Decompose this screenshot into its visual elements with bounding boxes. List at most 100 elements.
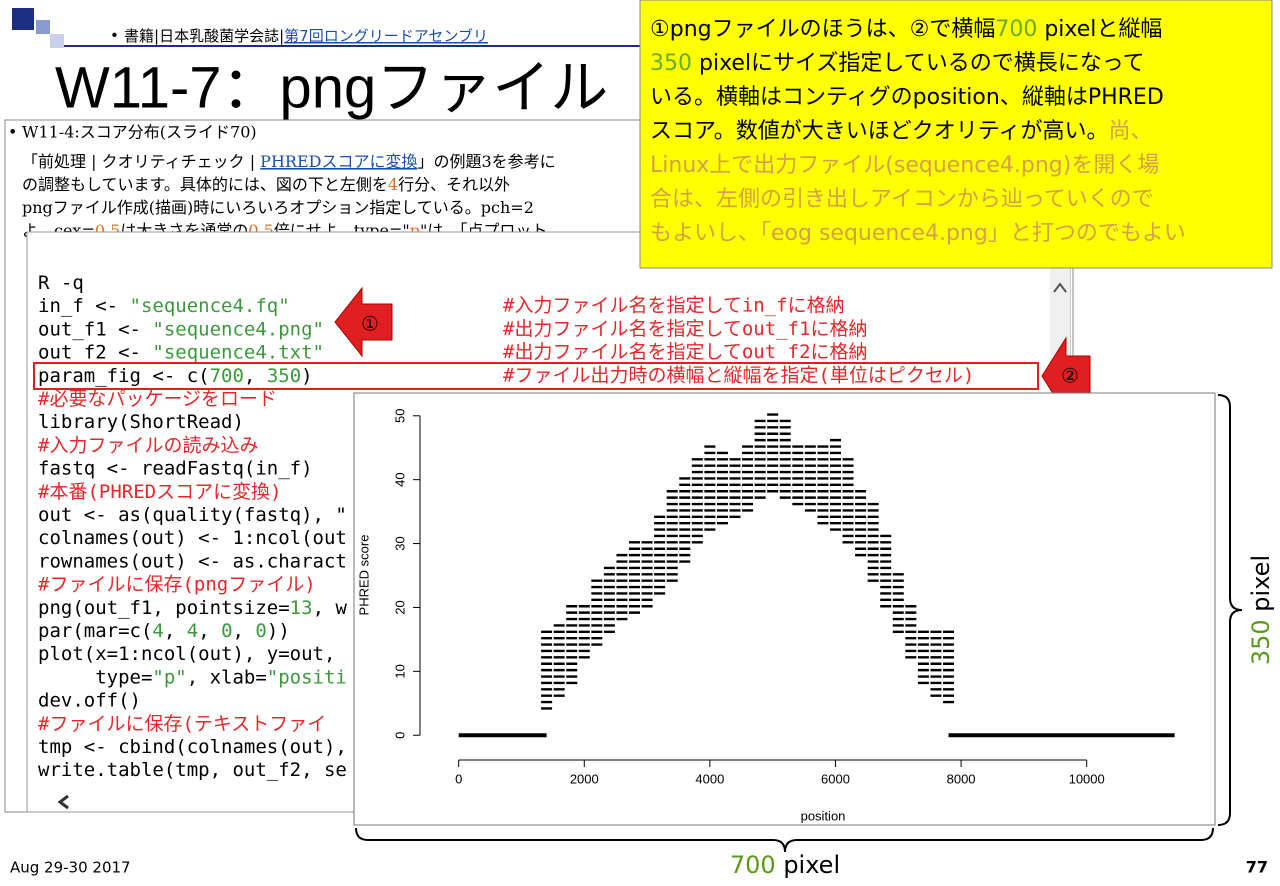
text-run: pixelと縦幅 (1037, 17, 1162, 42)
text-run: colnames(out) <- 1:ncol(out (38, 527, 347, 549)
text-run: 0 (221, 620, 232, 642)
text-run: 350 (267, 364, 301, 386)
text-run: ①pngファイルのほうは、②で横幅 (650, 17, 995, 42)
text-run: , w (313, 596, 348, 618)
callout-line: スコア。数値が大きいほどクオリティが高い。尚、 (650, 119, 1153, 144)
width-unit: pixel (783, 851, 840, 879)
x-tick-label: 4000 (695, 771, 724, 786)
slide-title: W11-7：pngファイル (55, 55, 608, 120)
text-run: , (244, 364, 267, 386)
y-tick-label: 10 (392, 664, 407, 678)
x-tick-label: 6000 (821, 771, 850, 786)
text-run: out_f1 <- (38, 318, 152, 340)
link[interactable]: PHREDスコアに変換 (260, 152, 417, 171)
y-axis-label: PHRED score (356, 535, 371, 616)
text-run: いる。横軸はコンティグのposition、縦軸はPHRED (650, 85, 1164, 110)
logo-square (36, 20, 50, 34)
text-run: plot(x=1:ncol(out), y=out, (38, 643, 335, 665)
text-run: 700 (995, 17, 1037, 42)
text-run: 尚、 (1108, 119, 1152, 144)
text-run: p (410, 221, 420, 240)
code-line: colnames(out) <- 1:ncol(out (38, 527, 347, 549)
text-run: 0 (255, 620, 266, 642)
code-line: type="p", xlab="positi (38, 666, 347, 688)
code-line: library(ShortRead) (38, 411, 244, 433)
arrow (334, 286, 393, 358)
text-run: 合は、左側の引き出しアイコンから辿っていくので (650, 187, 1154, 212)
code-line: png(out_f1, pointsize=13, w (38, 596, 347, 618)
marker: ① (361, 312, 379, 336)
text-run: #入力ファイルの読み込み (38, 434, 258, 456)
text-run: 「前処理 | クオリティチェック | (22, 152, 260, 171)
footer-date: Aug 29-30 2017 (10, 859, 131, 877)
x-axis-label: position (801, 808, 846, 823)
code-comment: #出力ファイル名を指定してout_f1に格納 (503, 318, 868, 340)
code-line: write.table(tmp, out_f2, se (38, 759, 347, 781)
callout-box (639, 0, 1273, 269)
intro-line: pngファイル作成(描画)時にいろいろオプション指定している。pch=2 (22, 198, 534, 217)
intro-line: 「前処理 | クオリティチェック | PHREDスコアに変換」の例題3を参考に (22, 152, 556, 171)
text-run: png(out_f1, pointsize= (38, 596, 290, 618)
text-run: pixelにサイズ指定しているので横長になって (692, 51, 1145, 76)
callout-line: Linux上で出力ファイル(sequence4.png)を開く場 (650, 153, 1159, 178)
code-line: R -q (38, 272, 84, 294)
code-line: out_f1 <- "sequence4.png" (38, 318, 324, 340)
text-run: "sequence4.png" (152, 318, 324, 340)
callout-line: もよいし、「eog sequence4.png」と打つのでもよい (650, 221, 1186, 246)
callout-line: ①pngファイルのほうは、②で横幅700 pixelと縦幅 (650, 17, 1162, 42)
code-line: rownames(out) <- as.charact (38, 550, 347, 572)
logo-square (12, 8, 34, 30)
code-line: param_fig <- c(700, 350) (38, 364, 313, 386)
intro: • W11-4:スコア分布(スライド70) 「前処理 | クオリティチェック |… (8, 123, 556, 240)
text-run: library(ShortRead) (38, 411, 244, 433)
y-tick-label: 20 (392, 600, 407, 614)
breadcrumb-item: 日本乳酸菌学会誌 (159, 27, 279, 45)
code-line: #ファイルに保存(pngファイル) (38, 573, 316, 595)
code-line: par(mar=c(4, 4, 0, 0)) (38, 620, 290, 642)
x-tick-label: 2000 (570, 771, 599, 786)
text-run: , xlab= (187, 666, 267, 688)
breadcrumb-item: 書籍 (124, 27, 154, 45)
text-run: pngファイル作成(描画)時にいろいろオプション指定している。pch=2 (22, 198, 534, 217)
separator: | (279, 27, 284, 45)
text-run: 350 (650, 51, 692, 76)
text-run: "sequence4.fq" (130, 295, 290, 317)
text-run: par(mar=c( (38, 620, 152, 642)
intro-line: の調整もしています。具体的には、図の下と左側を4行分、それ以外 (22, 175, 510, 194)
code-comment: #ファイル出力時の横幅と縦幅を指定(単位はピクセル) (503, 364, 974, 386)
text-run: 700 (210, 364, 244, 386)
y-tick-label: 30 (392, 536, 407, 550)
text-run: out_f2 <- (38, 341, 152, 363)
x-tick-label: 0 (455, 771, 462, 786)
text-run: "sequence4.txt" (152, 341, 324, 363)
plot: 0 10 20 30 40 50 0 2000 4000 6000 8000 10000 positio… (356, 409, 1175, 823)
scroll-up[interactable] (1053, 282, 1067, 293)
page-number: 77 (1246, 858, 1268, 877)
scroll-left[interactable] (57, 794, 69, 810)
y-tick-label: 0 (392, 732, 407, 739)
code-line: #本番(PHREDスコアに変換) (38, 480, 282, 502)
code-line: in_f <- "sequence4.fq" (38, 295, 290, 317)
text-run: #本番(PHREDスコアに変換) (38, 480, 282, 502)
x-tick-label: 10000 (1069, 771, 1105, 786)
text-run: , (164, 620, 187, 642)
code: R -qin_f <- "sequence4.fq" #入力ファイル名を指定してi… (38, 272, 974, 781)
text-run: rownames(out) <- as.charact (38, 550, 347, 572)
y-tick-label: 40 (392, 472, 407, 486)
text-run: tmp <- cbind(colnames(out), (38, 736, 347, 758)
width-value: 700 (730, 851, 776, 879)
text-run: 13 (290, 596, 313, 618)
code-line: #入力ファイルの読み込み (38, 434, 258, 456)
intro-bullet: W11-4:スコア分布(スライド70) (22, 123, 257, 142)
code-line: plot(x=1:ncol(out), y=out, (38, 643, 335, 665)
text-run: )) (267, 620, 290, 642)
brace (1217, 394, 1243, 826)
text-run: 4 (152, 620, 163, 642)
link[interactable]: 第7回ロングリードアセンブリ (284, 27, 488, 45)
code-line: out_f2 <- "sequence4.txt" (38, 341, 324, 363)
separator: | (154, 27, 159, 45)
text-run: out <- as(quality(fastq), " (38, 504, 347, 526)
code-comment: #入力ファイル名を指定してin_fに格納 (503, 295, 845, 317)
callout: ①pngファイルのほうは、②で横幅700 pixelと縦幅 350 pixelにサ… (650, 17, 1186, 246)
